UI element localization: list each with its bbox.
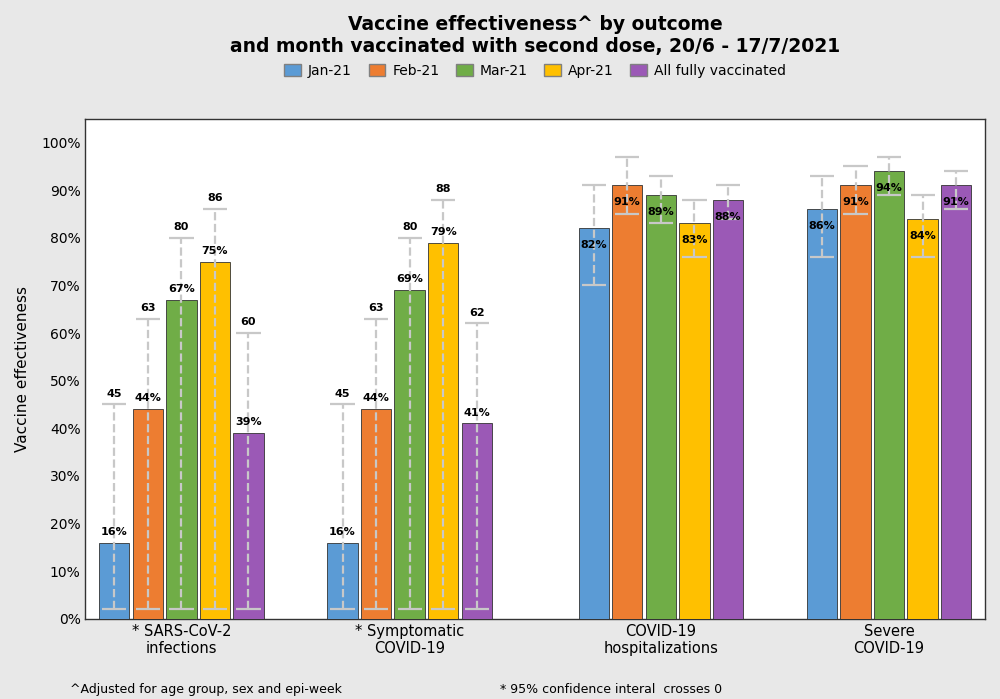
Bar xyxy=(166,300,197,619)
Text: 67%: 67% xyxy=(168,284,195,294)
Text: 45: 45 xyxy=(106,389,122,398)
Text: 63: 63 xyxy=(140,303,156,313)
Text: 44%: 44% xyxy=(363,394,390,403)
Bar xyxy=(361,409,391,619)
Bar xyxy=(327,542,358,619)
Text: 94%: 94% xyxy=(876,183,903,193)
Text: 62: 62 xyxy=(469,308,485,318)
Bar xyxy=(133,409,163,619)
Text: 91%: 91% xyxy=(943,197,970,208)
Legend: Jan-21, Feb-21, Mar-21, Apr-21, All fully vaccinated: Jan-21, Feb-21, Mar-21, Apr-21, All full… xyxy=(279,58,792,83)
Text: 63: 63 xyxy=(368,303,384,313)
Bar xyxy=(840,185,871,619)
Text: 16%: 16% xyxy=(101,527,128,537)
Bar xyxy=(579,228,609,619)
Text: 91%: 91% xyxy=(842,197,869,208)
Text: ^Adjusted for age group, sex and epi-week: ^Adjusted for age group, sex and epi-wee… xyxy=(70,682,342,696)
Text: 88%: 88% xyxy=(715,212,741,222)
Title: Vaccine effectiveness^ by outcome
and month vaccinated with second dose, 20/6 - : Vaccine effectiveness^ by outcome and mo… xyxy=(230,15,840,56)
Bar xyxy=(941,185,971,619)
Bar xyxy=(713,200,743,619)
Text: 89%: 89% xyxy=(647,207,674,217)
Text: 88: 88 xyxy=(435,184,451,194)
Bar xyxy=(612,185,642,619)
Text: 41%: 41% xyxy=(463,408,490,418)
Y-axis label: Vaccine effectiveness: Vaccine effectiveness xyxy=(15,286,30,452)
Text: 83%: 83% xyxy=(681,236,708,245)
Text: 69%: 69% xyxy=(396,275,423,284)
Bar xyxy=(462,424,492,619)
Text: 39%: 39% xyxy=(235,417,262,427)
Text: 86: 86 xyxy=(207,194,223,203)
Text: 91%: 91% xyxy=(614,197,641,208)
Bar xyxy=(679,224,710,619)
Bar xyxy=(200,261,230,619)
Text: 84%: 84% xyxy=(909,231,936,240)
Bar xyxy=(233,433,264,619)
Text: 75%: 75% xyxy=(202,246,228,256)
Text: 80: 80 xyxy=(174,222,189,232)
Bar xyxy=(428,243,458,619)
Bar xyxy=(807,209,837,619)
Text: 60: 60 xyxy=(241,317,256,327)
Text: 79%: 79% xyxy=(430,226,457,237)
Text: 45: 45 xyxy=(335,389,350,398)
Bar xyxy=(99,542,129,619)
Text: * 95% confidence interal  crosses 0: * 95% confidence interal crosses 0 xyxy=(500,682,722,696)
Bar xyxy=(874,171,904,619)
Text: 16%: 16% xyxy=(329,527,356,537)
Text: 86%: 86% xyxy=(809,221,835,231)
Bar xyxy=(907,219,938,619)
Text: 44%: 44% xyxy=(134,394,161,403)
Bar xyxy=(646,195,676,619)
Text: 80: 80 xyxy=(402,222,417,232)
Text: 82%: 82% xyxy=(580,240,607,250)
Bar xyxy=(394,290,425,619)
